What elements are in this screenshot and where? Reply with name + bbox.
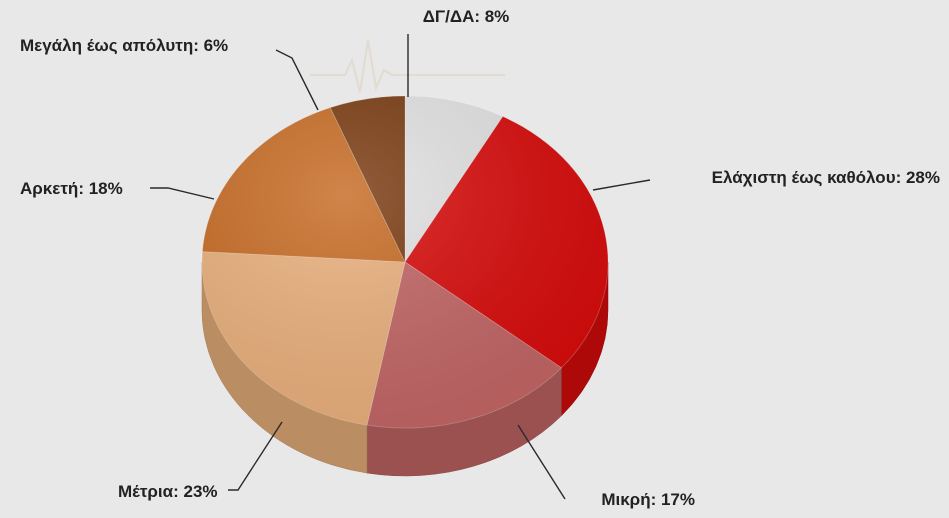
slice-label-μέτρια: Μέτρια: 23% <box>118 482 218 501</box>
pie-slices <box>201 95 609 429</box>
leader-line-ελάχιστη-έως-καθόλου <box>592 179 651 191</box>
leader-line-μικρή <box>517 424 566 500</box>
leader-line-μέτρια <box>228 421 283 491</box>
slice-label-δγ-δα: ΔΓ/ΔΑ: 8% <box>423 7 510 26</box>
leader-lines <box>150 34 651 500</box>
slice-label-ελάχιστη-έως-καθόλου: Ελάχιστη έως καθόλου: 28% <box>712 168 940 187</box>
slice-labels: ΔΓ/ΔΑ: 8% Ελάχιστη έως καθόλου: 28% Μικρή:… <box>20 7 940 509</box>
slice-label-μεγάλη-έως-απόλυτη: Μεγάλη έως απόλυτη: 6% <box>20 36 228 55</box>
leader-line-αρκετή <box>150 187 215 200</box>
slice-label-αρκετή: Αρκετή: 18% <box>20 179 123 198</box>
watermark-logo <box>310 39 505 93</box>
slice-label-μικρή: Μικρή: 17% <box>601 490 695 509</box>
leader-line-μεγάλη-έως-απόλυτη <box>275 49 319 111</box>
